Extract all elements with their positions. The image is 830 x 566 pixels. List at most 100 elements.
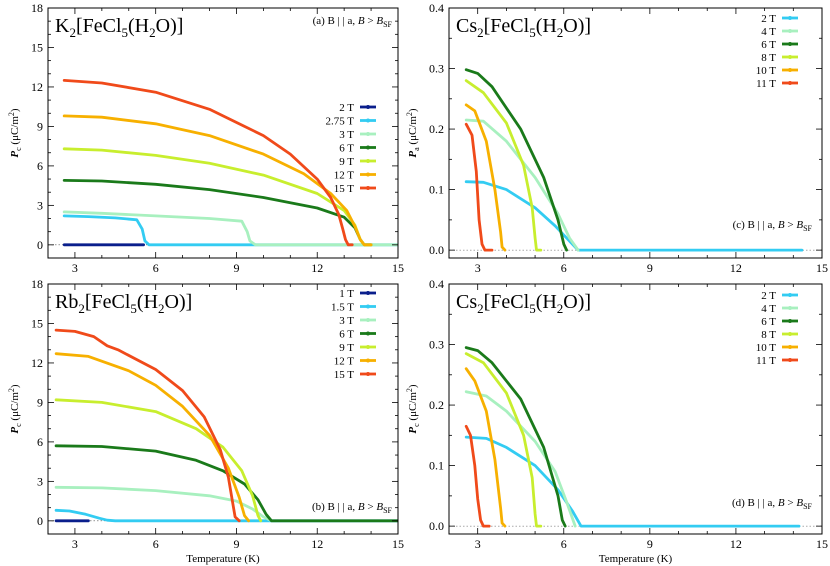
legend-label: 3 T	[339, 129, 354, 141]
y-tick-label: 0.0	[429, 519, 444, 533]
panel-title: Cs2[FeCl5(H2O)]	[456, 15, 591, 40]
legend-marker	[788, 42, 792, 46]
legend-label: 9 T	[339, 156, 354, 168]
panel-title: Rb2[FeCl5(H2O)]	[55, 291, 192, 316]
legend-label: 1.5 T	[331, 302, 354, 314]
legend-marker	[366, 345, 370, 349]
plot-frame	[448, 283, 823, 535]
legend: 2 T4 T6 T8 T10 T11 T	[756, 13, 798, 90]
legend-label: 6 T	[761, 316, 776, 328]
y-tick-label: 3	[37, 198, 43, 212]
y-tick-label: 0.4	[429, 1, 444, 15]
y-tick-label: 12	[31, 80, 43, 94]
panel-3: 3 6 9 12 15 0 3 6 9 12 15 18 Pc (μC/m2) Temperature (…	[7, 277, 404, 565]
y-tick-label: 0.2	[429, 398, 444, 412]
y-tick-label: 0.1	[429, 183, 444, 197]
legend-label: 10 T	[756, 65, 777, 77]
legend-label: 2 T	[761, 290, 776, 302]
x-tick-label: 6	[153, 261, 159, 275]
legend-label: 6 T	[339, 143, 354, 155]
panel-title: Cs2[FeCl5(H2O)]	[456, 291, 591, 316]
legend: 2 T 2.75 T3 T 6 T9 T 12 T15 T	[325, 102, 376, 195]
x-tick-label: 6	[561, 261, 567, 275]
legend-label: 12 T	[334, 356, 355, 368]
legend-marker	[788, 345, 792, 349]
x-tick-label: 12	[730, 537, 742, 551]
panel-2: 3 6 9 12 15 0.0 0.1 0.2 0.3 0.4 Pa (μC/m2) Cs2[FeCl…	[405, 1, 828, 275]
legend-marker	[366, 372, 370, 376]
legend-label: 2 T	[761, 13, 776, 25]
legend-marker	[366, 318, 370, 322]
series-line-6T	[54, 444, 398, 523]
legend-marker	[788, 16, 792, 20]
legend-label: 4 T	[761, 303, 776, 315]
legend-label: 11 T	[756, 78, 776, 90]
legend-label: 2.75 T	[325, 116, 354, 128]
plot-frame	[47, 283, 399, 535]
legend-label: 8 T	[761, 52, 776, 64]
legend-marker	[788, 293, 792, 297]
legend-label: 15 T	[334, 183, 355, 195]
x-tick-label: 6	[561, 537, 567, 551]
y-tick-label: 18	[31, 277, 43, 291]
legend-marker	[788, 306, 792, 310]
x-tick-label: 15	[816, 261, 828, 275]
y-tick-label: 9	[37, 395, 43, 409]
y-tick-label: 0	[37, 514, 43, 528]
legend-marker	[788, 29, 792, 33]
series-line-12T	[62, 114, 373, 247]
legend-marker	[788, 332, 792, 336]
series-line-9T	[54, 398, 263, 523]
x-tick-label: 12	[730, 261, 742, 275]
legend-label: 6 T	[339, 329, 354, 341]
legend-marker	[366, 331, 370, 336]
y-tick-label: 6	[37, 435, 43, 449]
y-tick-label: 0.3	[429, 338, 444, 352]
y-tick-label: 0.0	[429, 243, 444, 257]
x-tick-label: 6	[153, 537, 159, 551]
y-tick-label: 15	[31, 40, 43, 54]
legend-label: 9 T	[339, 342, 354, 354]
legend: 1 T 1.5 T3 T 6 T9 T 12 T15 T	[331, 288, 376, 381]
series-line-11T	[464, 122, 494, 252]
legend-marker	[366, 132, 370, 136]
x-tick-label: 9	[647, 537, 653, 551]
series-line-8T	[464, 352, 543, 528]
y-tick-label: 18	[31, 1, 43, 15]
legend-marker	[788, 55, 792, 59]
x-tick-label: 3	[72, 261, 78, 275]
series-line-3T	[62, 210, 398, 247]
series-line-15T	[54, 328, 241, 523]
y-tick-label: 0.3	[429, 62, 444, 76]
legend-label: 2 T	[339, 102, 354, 114]
series-line-10T	[464, 367, 507, 528]
y-tick-label: 6	[37, 159, 43, 173]
panel-4: 3 6 9 12 15 0.0 0.1 0.2 0.3 0.4 Pc (μC/m2) Temperat…	[405, 277, 828, 565]
series-line-6T	[464, 346, 567, 528]
panel-annotation: (b) B | | a, B > BSF	[312, 501, 393, 515]
legend-label: 11 T	[756, 355, 776, 367]
series-line-6T	[464, 68, 568, 252]
y-axis-label: Pc (μC/m2)	[405, 384, 421, 434]
panel-annotation: (a) B | | a, B > BSF	[313, 15, 393, 29]
x-tick-label: 15	[392, 537, 404, 551]
legend-marker	[366, 172, 370, 177]
x-tick-label: 9	[233, 261, 239, 275]
panel-title: K2[FeCl5(H2O)]	[55, 15, 183, 40]
x-tick-label: 3	[475, 261, 481, 275]
x-tick-label: 9	[647, 261, 653, 275]
x-tick-label: 12	[311, 261, 323, 275]
y-tick-label: 0.1	[429, 459, 444, 473]
x-tick-label: 3	[72, 537, 78, 551]
legend-marker	[788, 68, 792, 72]
y-axis-label: Pa (μC/m2)	[405, 108, 421, 158]
plot-frame	[448, 7, 823, 259]
series-line-4T	[464, 118, 580, 252]
legend-marker	[366, 358, 370, 363]
legend-marker	[788, 358, 792, 362]
y-tick-label: 12	[31, 356, 43, 370]
legend-marker	[788, 319, 792, 323]
x-tick-label: 3	[475, 537, 481, 551]
panel-1: 3 6 9 12 15 0 3 6 9 12 15 18 Pc (μC/m2) K2[FeCl5(H2O)…	[7, 1, 404, 275]
